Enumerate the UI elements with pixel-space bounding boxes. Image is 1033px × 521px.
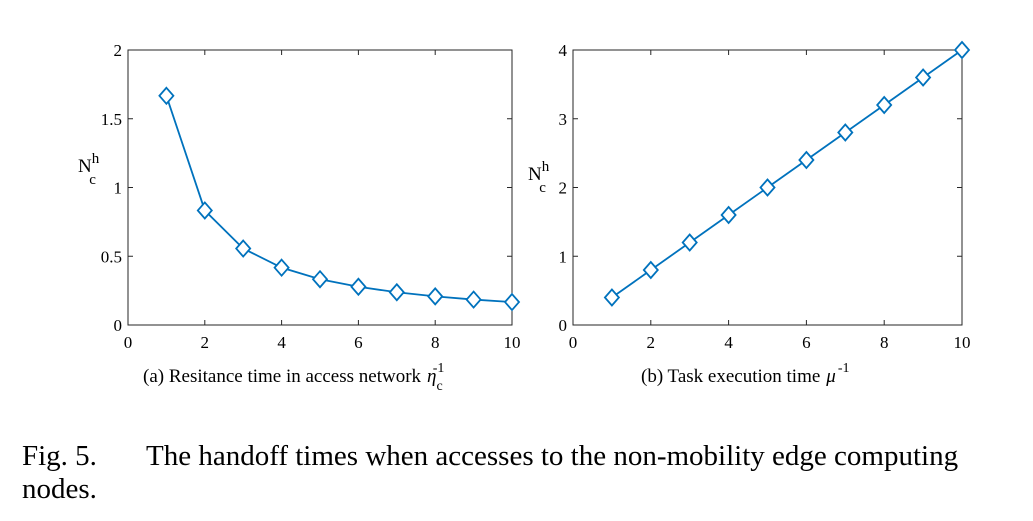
chart-b-ytick-label: 3 [559,110,568,129]
chart-a-xlabel-superscript: -1 [433,361,445,376]
figure-caption-label: Fig. 5. [22,440,97,472]
chart-a-xtick-label: 0 [124,333,133,352]
chart-a-xlabel-subscript: c [436,379,442,394]
chart-b-ytick-label: 0 [559,316,568,335]
chart-b-xtick-label: 6 [802,333,811,352]
chart-a-point [235,239,252,258]
chart-a-ytick-label: 0 [114,316,123,335]
chart-a-xtick-label: 10 [504,333,521,352]
chart-a-point [427,287,444,306]
figure-caption-line2: nodes. [22,473,97,505]
chart-a-point [311,269,329,289]
chart-a-ylabel: Nh c [78,151,100,188]
chart-a-point [196,201,213,220]
chart-b-xtick-label: 8 [880,333,889,352]
chart-b-xtick-label: 10 [954,333,971,352]
chart-a-ylabel-main: N [78,156,92,177]
chart-b-xlabel-symbol: μ [825,366,836,387]
chart-a-xtick-label: 4 [277,333,286,352]
chart-b-point [642,260,659,280]
chart-a-xtick-label: 6 [354,333,363,352]
chart-b-ylabel: Nh c [528,159,550,196]
chart-a-point [503,292,521,312]
chart-b-ytick-label: 1 [559,247,568,266]
chart-b-caption-text: (b) Task execution time [641,366,820,387]
chart-a-point [388,282,405,302]
chart-b-point [603,288,621,307]
chart-a-xtick-label: 8 [431,333,440,352]
chart-a-xtick-label: 2 [201,333,210,352]
chart-b-point [837,123,854,142]
chart-b-xlabel-superscript: -1 [838,361,850,376]
chart-b-ytick-label: 4 [559,41,568,60]
chart-b-series-line [611,49,963,299]
chart-a-ytick-label: 0.5 [101,247,122,266]
chart-a: 0 2 4 6 8 10 0 0.5 1 1.5 2 [101,41,521,352]
chart-a-ytick-label: 2 [114,41,123,60]
chart-a-xlabel-symbol: η [427,366,436,387]
chart-a-ylabel-superscript: h [92,151,100,167]
chart-b-xtick-label: 4 [724,333,733,352]
chart-a-series-line [165,95,513,303]
chart-a-point [273,258,290,278]
chart-b-ylabel-superscript: h [542,159,550,175]
chart-a-point [350,277,367,297]
chart-b-point [720,205,737,225]
chart-b-xtick-label: 2 [647,333,656,352]
chart-a-ylabel-subscript: c [89,172,96,188]
chart-b-point [798,150,815,170]
chart-b-xtick-label: 0 [569,333,578,352]
chart-a-point [465,290,482,309]
chart-a-xlabel: (a) Resitance time in access network ηc -1 [143,361,444,394]
chart-b-point [759,178,776,197]
chart-b-point [914,68,932,87]
chart-b-point [681,233,698,252]
chart-b: 0 2 4 6 8 10 0 1 2 3 4 [559,40,971,352]
chart-b-point [876,95,893,115]
figure-caption-line1: The handoff times when accesses to the n… [146,440,958,472]
chart-b-point [953,40,971,60]
chart-a-ytick-label: 1.5 [101,110,122,129]
chart-b-ylabel-main: N [528,164,542,185]
chart-a-point [158,86,175,106]
chart-b-ytick-label: 2 [559,179,568,198]
chart-b-ylabel-subscript: c [539,180,546,196]
chart-a-ytick-label: 1 [114,179,123,198]
chart-b-xlabel: (b) Task execution time μ -1 [641,361,850,387]
chart-a-caption-text: (a) Resitance time in access network [143,366,422,387]
